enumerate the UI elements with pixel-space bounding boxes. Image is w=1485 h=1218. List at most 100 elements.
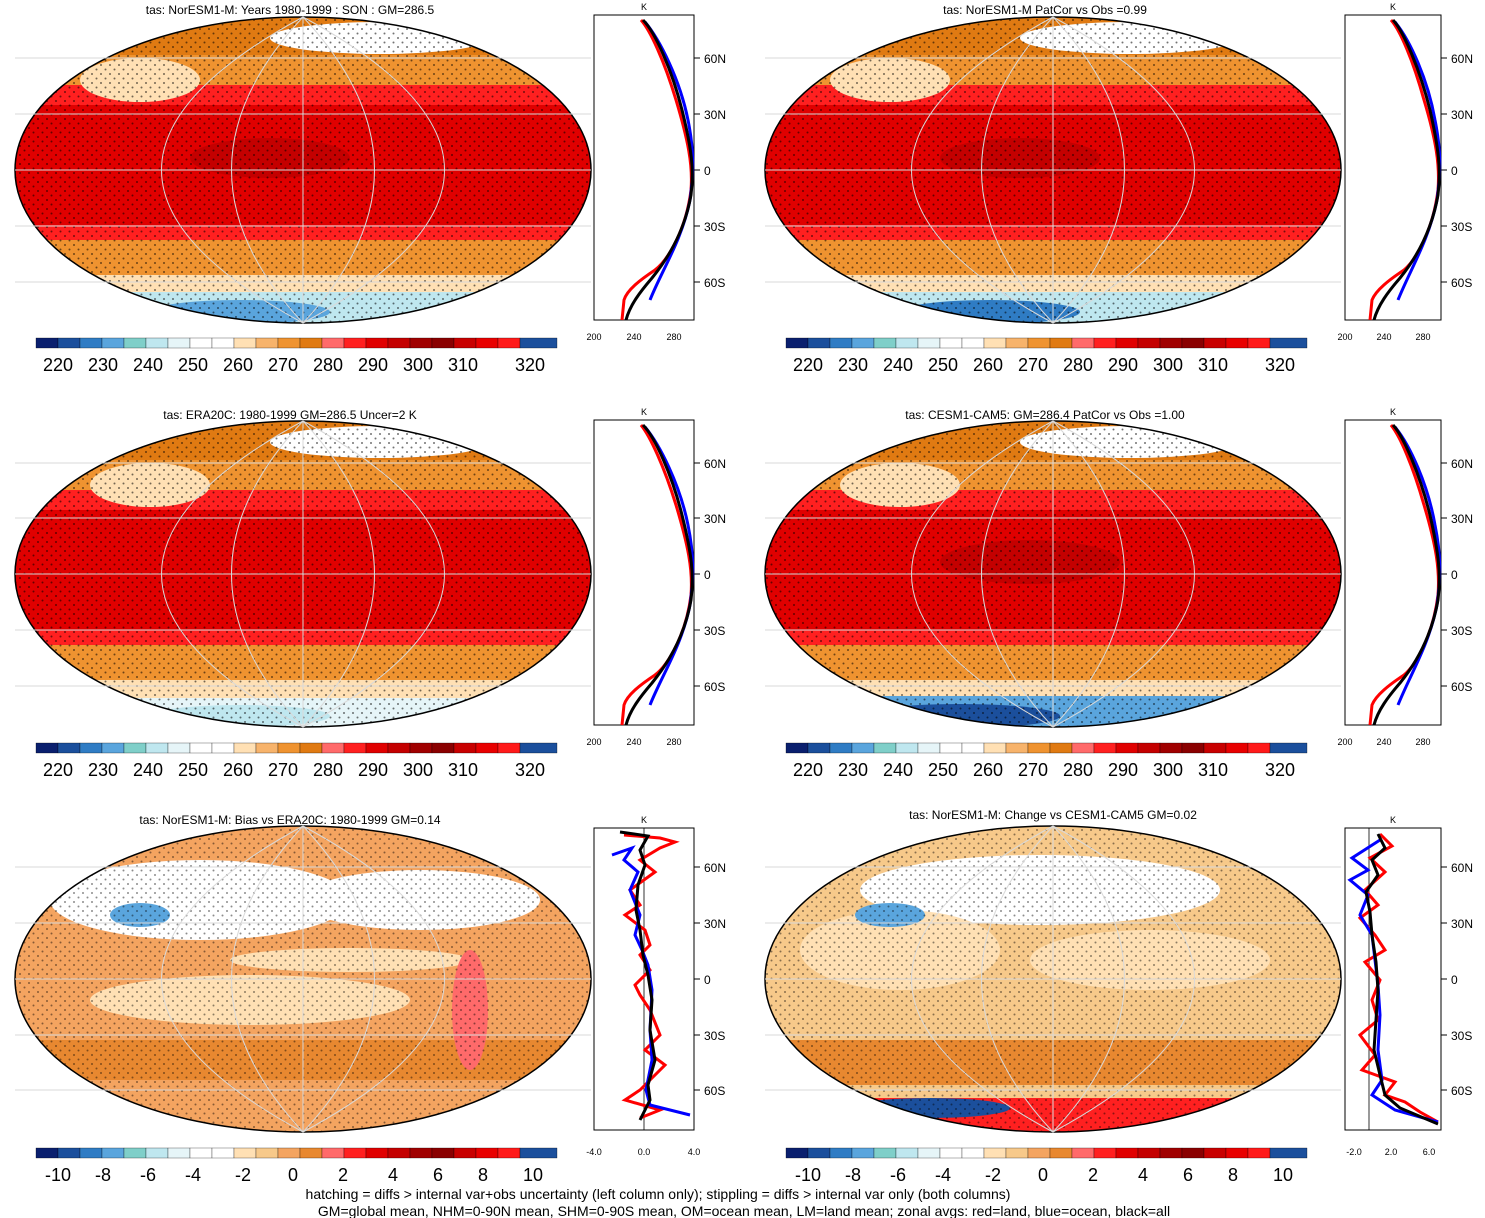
profile-land-line [620,424,693,726]
panel-6: tas: NorESM1-M: Change vs CESM1-CAM5 GM=… [764,808,1473,1185]
panel-1-colorbar: 220 230 240 250 260 270 280 290 300 310 … [35,337,558,375]
panel-4-map [764,420,1342,728]
lat-label: 60S [1451,276,1472,290]
cb-tick: 300 [1153,355,1183,375]
cb-tick: 2 [1088,1165,1098,1185]
panel-1-profile: K 60N 30N 0 30S 60S 200 240 280 [586,2,726,342]
cb-tick: 290 [358,760,388,780]
cb-tick: 220 [793,760,823,780]
cb-tick: 300 [403,760,433,780]
cb-tick: 6 [433,1165,443,1185]
lat-label: 30N [704,917,726,931]
profile-land-line [620,18,693,321]
cb-tick: 300 [1153,760,1183,780]
profile-all-line [1364,833,1439,1126]
profile-all-line [1372,423,1441,726]
cb-tick: 260 [223,760,253,780]
cb-tick: -4 [935,1165,951,1185]
footer-line-1: hatching = diffs > internal var+obs unce… [306,1186,1011,1202]
panel-2: tas: NorESM1-M PatCor vs Obs =0.99 [764,2,1473,375]
cb-tick: 280 [1063,760,1093,780]
lat-label: 60S [1451,680,1472,694]
cb-tick: 2 [338,1165,348,1185]
panel-4-title: tas: CESM1-CAM5: GM=286.4 PatCor vs Obs … [905,408,1185,422]
lat-label: 0 [704,164,711,178]
profile-ocean-line [643,21,695,301]
lat-label: 30N [1451,108,1473,122]
lat-label: 30S [704,1029,725,1043]
cb-tick: 270 [268,760,298,780]
cb-tick: 230 [88,355,118,375]
lat-label: 60N [1451,52,1473,66]
lat-label: 60S [704,1084,725,1098]
cb-tick: 280 [313,760,343,780]
panel-2-title: tas: NorESM1-M PatCor vs Obs =0.99 [943,3,1147,17]
panel-6-colorbar: -10 -8 -6 -4 -2 0 2 4 6 8 10 [785,1147,1308,1185]
cb-tick: 220 [793,355,823,375]
cb-tick: 250 [178,760,208,780]
cb-tick: 8 [1228,1165,1238,1185]
lat-label: 30S [704,220,725,234]
lat-label: 60N [1451,457,1473,471]
cb-tick: 280 [313,355,343,375]
cb-tick: 250 [928,355,958,375]
profile-all-line [624,18,694,321]
lat-label: 0 [704,973,711,987]
cb-tick: -6 [140,1165,156,1185]
panel-3-colorbar: 220 230 240 250 260 270 280 290 300 310 … [35,742,558,780]
cb-tick: 6 [1183,1165,1193,1185]
cb-tick: 310 [448,355,478,375]
profile-x-tick: -2.0 [1346,1147,1362,1157]
profile-x-tick: 240 [626,737,641,747]
profile-ocean-line [1393,426,1442,706]
lat-label: 60S [1451,1084,1472,1098]
panel-3-title: tas: ERA20C: 1980-1999 GM=286.5 Uncer=2 … [163,408,416,422]
panel-1: tas: NorESM1-M: Years 1980-1999 : SON : … [14,2,726,375]
profile-unit: K [1390,2,1396,12]
profile-unit: K [641,2,647,12]
cb-tick: 0 [288,1165,298,1185]
cb-tick: -10 [795,1165,821,1185]
cb-tick: 230 [838,355,868,375]
cb-tick: 320 [515,760,545,780]
cb-tick: -4 [185,1165,201,1185]
cb-tick: 10 [523,1165,543,1185]
cb-tick: 8 [478,1165,488,1185]
cb-tick: 290 [1108,355,1138,375]
panel-1-title: tas: NorESM1-M: Years 1980-1999 : SON : … [146,3,435,17]
lat-label: 0 [1451,568,1458,582]
profile-x-tick: 200 [586,332,601,342]
lat-label: 60N [704,52,726,66]
cb-tick: 260 [223,355,253,375]
cb-tick: 290 [358,355,388,375]
cb-tick: -2 [235,1165,251,1185]
cb-tick: 280 [1063,355,1093,375]
lat-label: 0 [1451,973,1458,987]
panel-5-profile: K 60N 30N 0 30S 60S -4.0 0.0 4.0 [586,815,726,1157]
profile-unit: K [1390,407,1396,417]
cb-tick: 230 [88,760,118,780]
cb-tick: 320 [1265,355,1295,375]
profile-x-tick: 280 [1415,737,1430,747]
lat-label: 60N [1451,861,1473,875]
cb-tick: -8 [845,1165,861,1185]
lat-label: 60N [704,861,726,875]
cb-tick: 250 [928,760,958,780]
panel-4-colorbar: 220 230 240 250 260 270 280 290 300 310 … [785,742,1308,780]
lat-label: 0 [704,568,711,582]
colorbar-abs-swatches [35,742,558,754]
profile-x-tick: 4.0 [688,1147,701,1157]
panel-6-profile: K 60N 30N 0 30S 60S -2.0 2.0 6.0 [1344,815,1473,1157]
cb-tick: 300 [403,355,433,375]
profile-x-tick: 280 [666,737,681,747]
profile-x-tick: 200 [1337,737,1352,747]
panel-5-title: tas: NorESM1-M: Bias vs ERA20C: 1980-199… [139,813,440,827]
profile-x-tick: 0.0 [638,1147,651,1157]
lat-label: 30S [1451,220,1472,234]
profile-ocean-line [1393,21,1442,301]
panel-5: tas: NorESM1-M: Bias vs ERA20C: 1980-199… [14,813,726,1185]
cb-tick: 240 [133,355,163,375]
profile-x-tick: 240 [626,332,641,342]
panel-2-profile: K 60N 30N 0 30S 60S 200 240 280 [1337,2,1473,342]
